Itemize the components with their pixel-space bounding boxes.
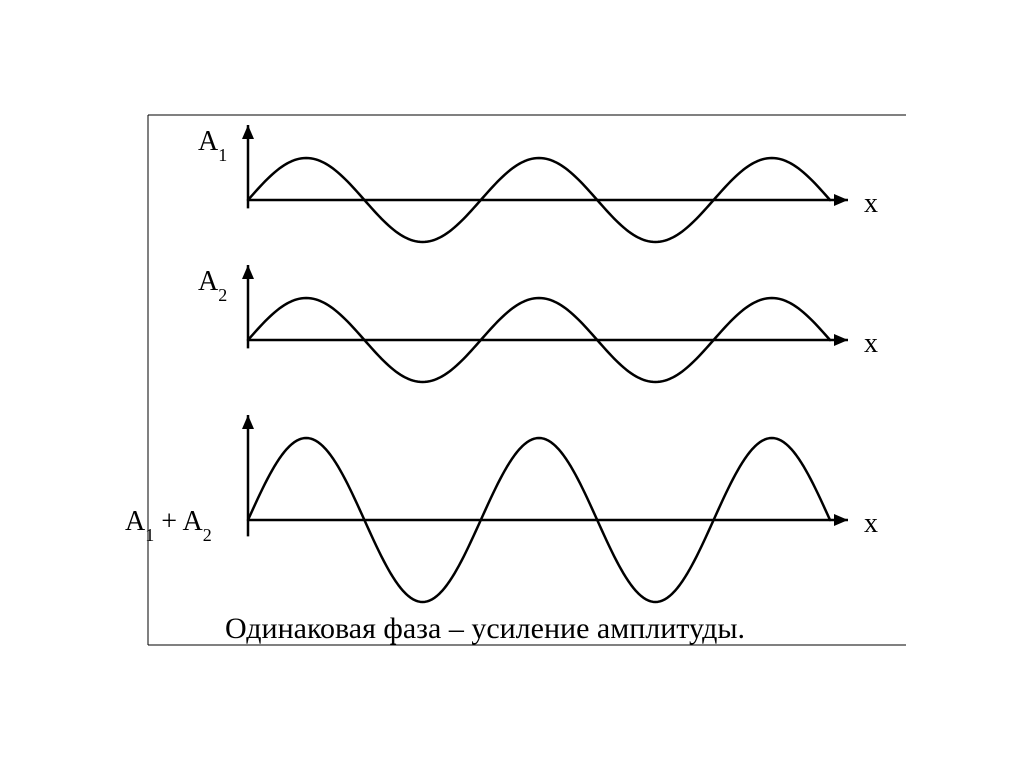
figure-caption: Одинаковая фаза – усиление амплитуды. bbox=[225, 612, 745, 646]
wave3-x-label: x bbox=[864, 508, 878, 540]
wave1-y-label-main: A bbox=[198, 126, 218, 157]
wave2-y-label-sub: 2 bbox=[218, 285, 227, 305]
wave1-x-label-text: x bbox=[864, 188, 878, 219]
wave3-x-label-text: x bbox=[864, 508, 878, 539]
wave3-y-label-sub2: 2 bbox=[203, 525, 212, 545]
wave1-y-label-sub: 1 bbox=[218, 145, 227, 165]
wave2-x-label-text: x bbox=[864, 328, 878, 359]
diagram-canvas: A1 x A2 x A1 + A2 x Одинаковая фаза – ус… bbox=[0, 0, 1024, 767]
wave3-y-label-sub1: 1 bbox=[145, 525, 154, 545]
wave3-y-label-a1: A bbox=[125, 506, 145, 537]
wave2-x-label: x bbox=[864, 328, 878, 360]
wave1-x-label: x bbox=[864, 188, 878, 220]
diagram-svg bbox=[0, 0, 1024, 767]
wave3-y-label: A1 + A2 bbox=[125, 506, 212, 542]
wave1-y-label: A1 bbox=[198, 126, 227, 162]
figure-caption-text: Одинаковая фаза – усиление амплитуды. bbox=[225, 612, 745, 645]
wave2-y-label-main: A bbox=[198, 266, 218, 297]
wave2-y-label: A2 bbox=[198, 266, 227, 302]
wave3-y-label-plus: + A bbox=[154, 506, 202, 537]
